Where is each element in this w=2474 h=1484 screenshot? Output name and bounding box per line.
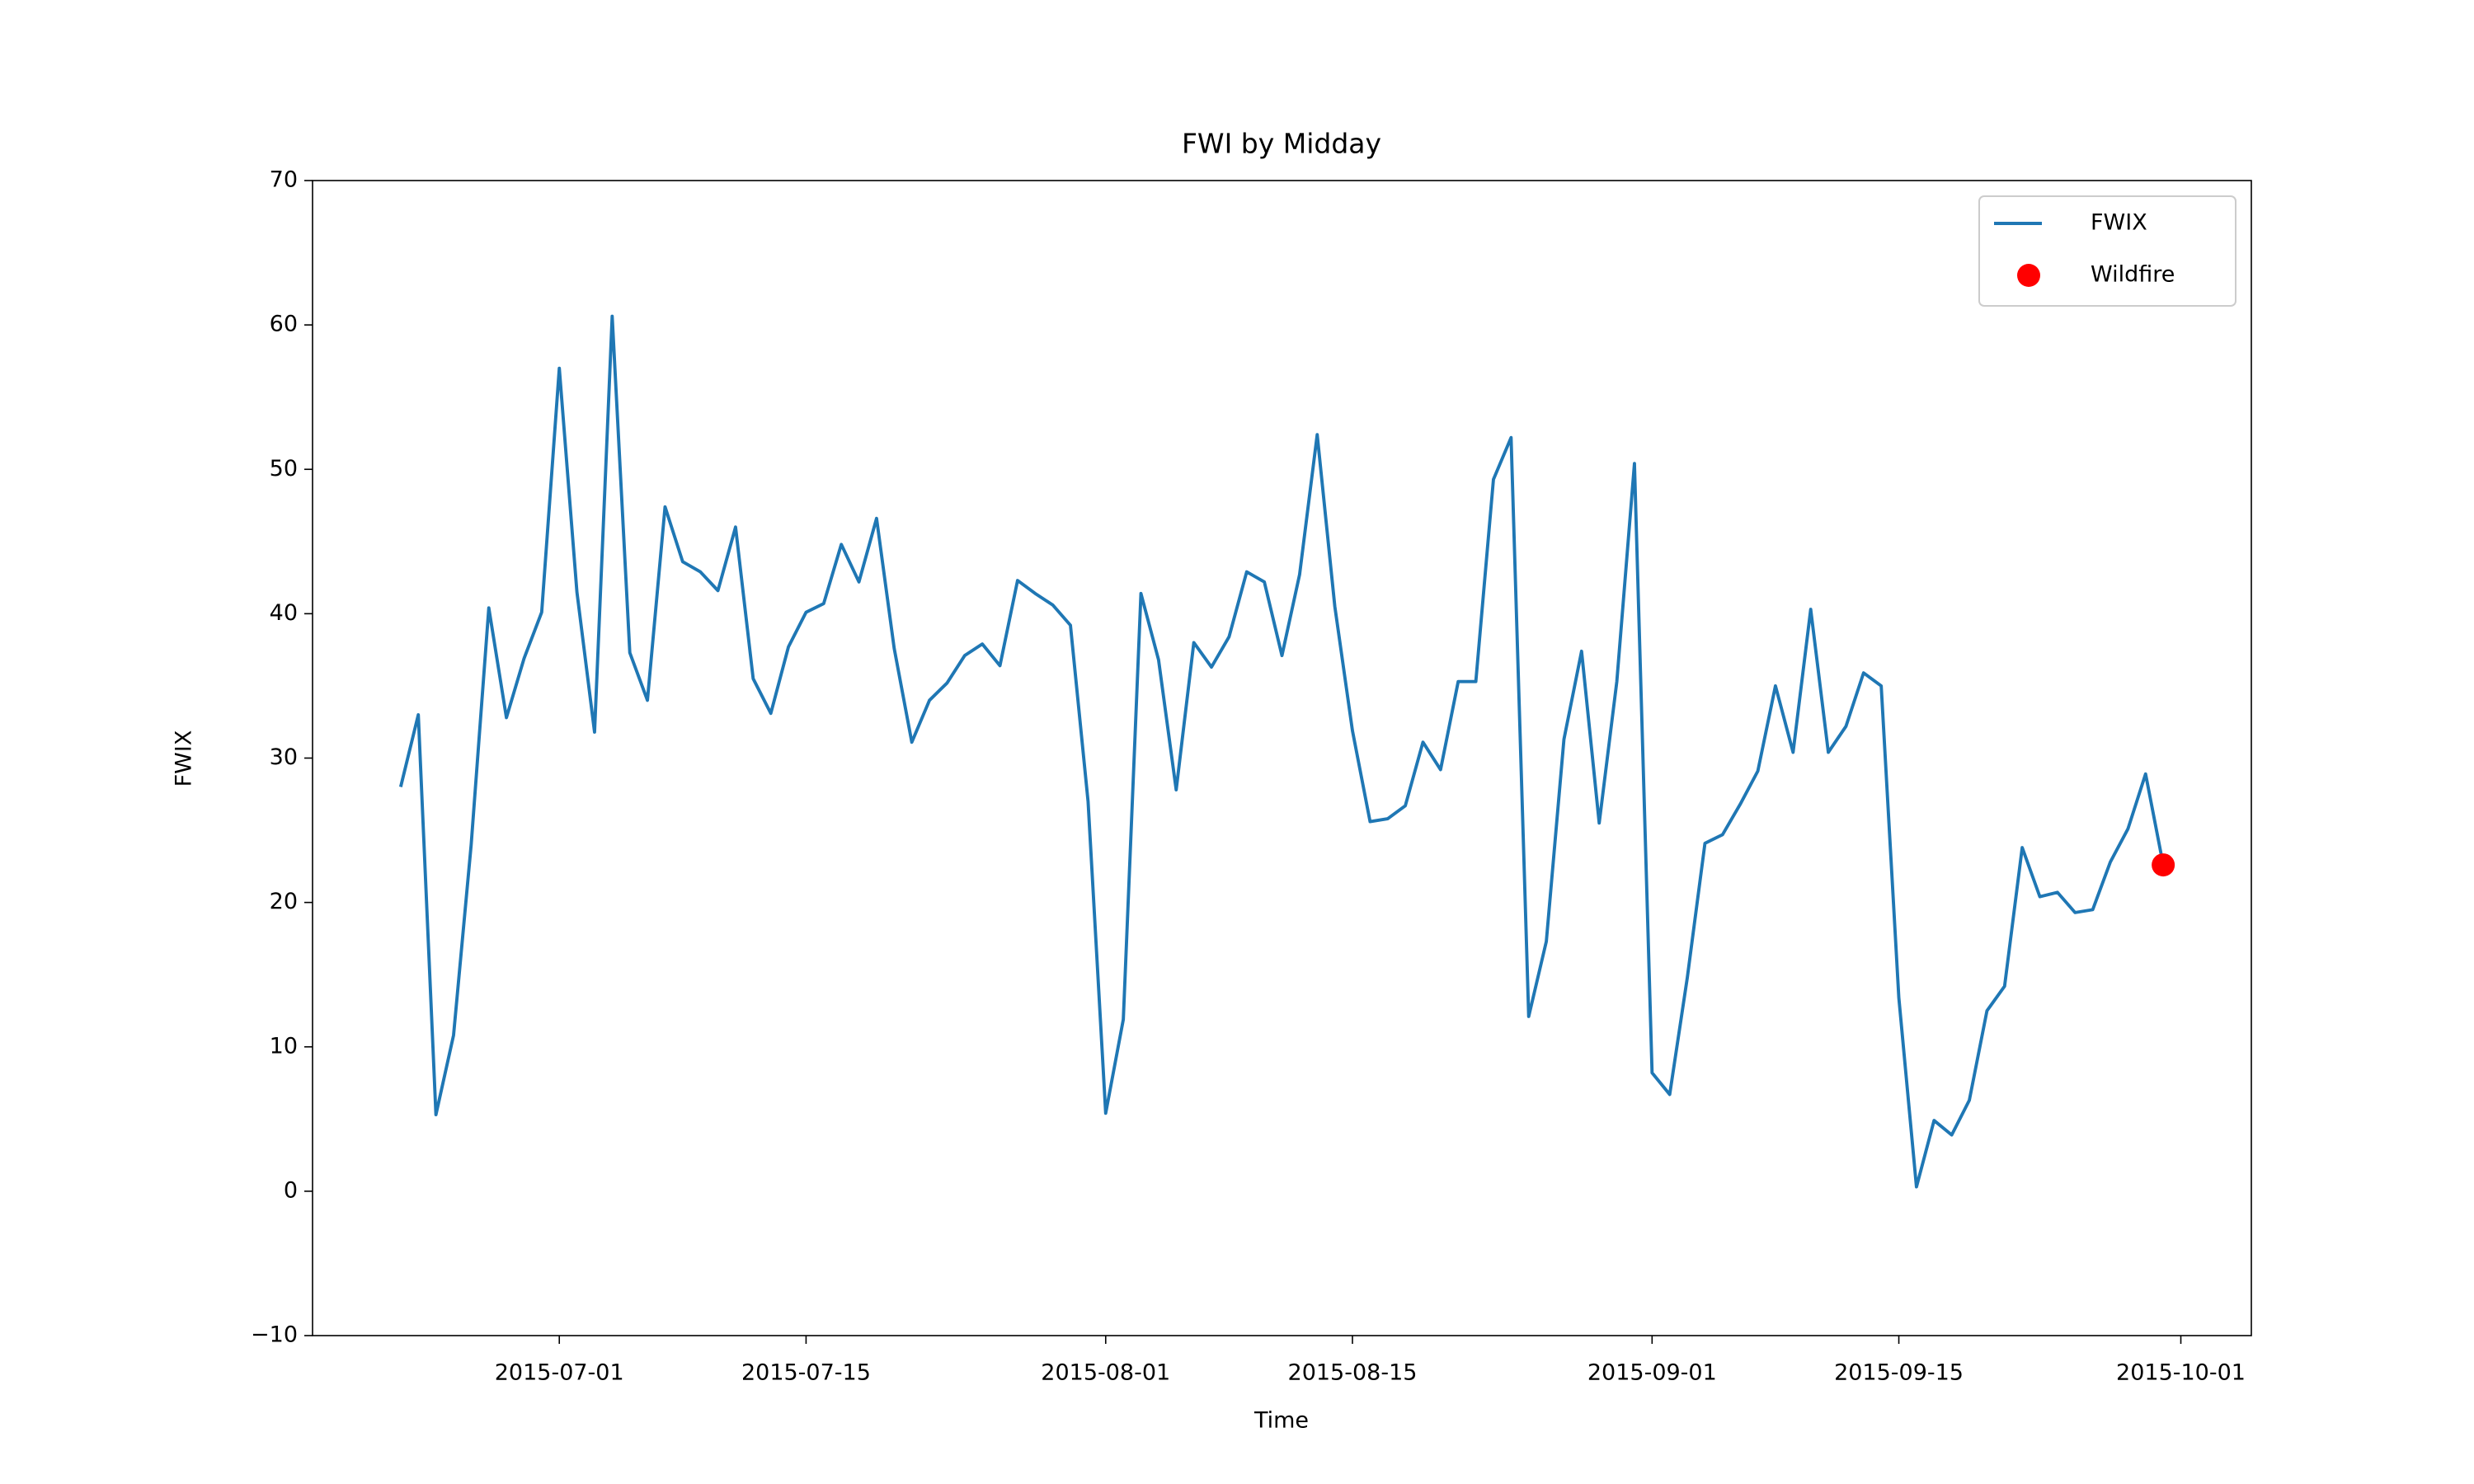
legend-box [1978,195,2236,307]
x-tick-label: 2015-09-01 [1587,1360,1717,1386]
x-tick-label: 2015-10-01 [2116,1360,2246,1386]
chart-title: FWI by Midday [1182,128,1381,160]
legend-key [2017,264,2040,287]
data-point [2152,853,2175,877]
legend-label: FWIX [2091,210,2147,236]
y-tick-label: 0 [284,1177,298,1203]
y-tick-label: 70 [270,167,298,193]
data-line [398,314,2166,1189]
y-tick-label: 50 [270,456,298,481]
y-tick-label: 10 [270,1033,298,1059]
y-tick-label: 30 [270,744,298,770]
y-axis-label: FWIX [172,730,197,787]
x-tick-label: 2015-08-01 [1041,1360,1170,1386]
x-tick-label: 2015-09-15 [1834,1360,1964,1386]
x-axis-label: Time [1253,1408,1309,1434]
axes-frame [312,180,2252,1336]
y-tick-label: 40 [270,600,298,626]
legend-label: Wildfire [2091,262,2175,288]
y-tick-label: −10 [251,1322,298,1348]
x-tick-label: 2015-08-15 [1288,1360,1418,1386]
y-tick-label: 20 [270,889,298,914]
x-tick-label: 2015-07-01 [495,1360,624,1386]
x-tick-label: 2015-07-15 [741,1360,871,1386]
y-tick-label: 60 [270,312,298,337]
